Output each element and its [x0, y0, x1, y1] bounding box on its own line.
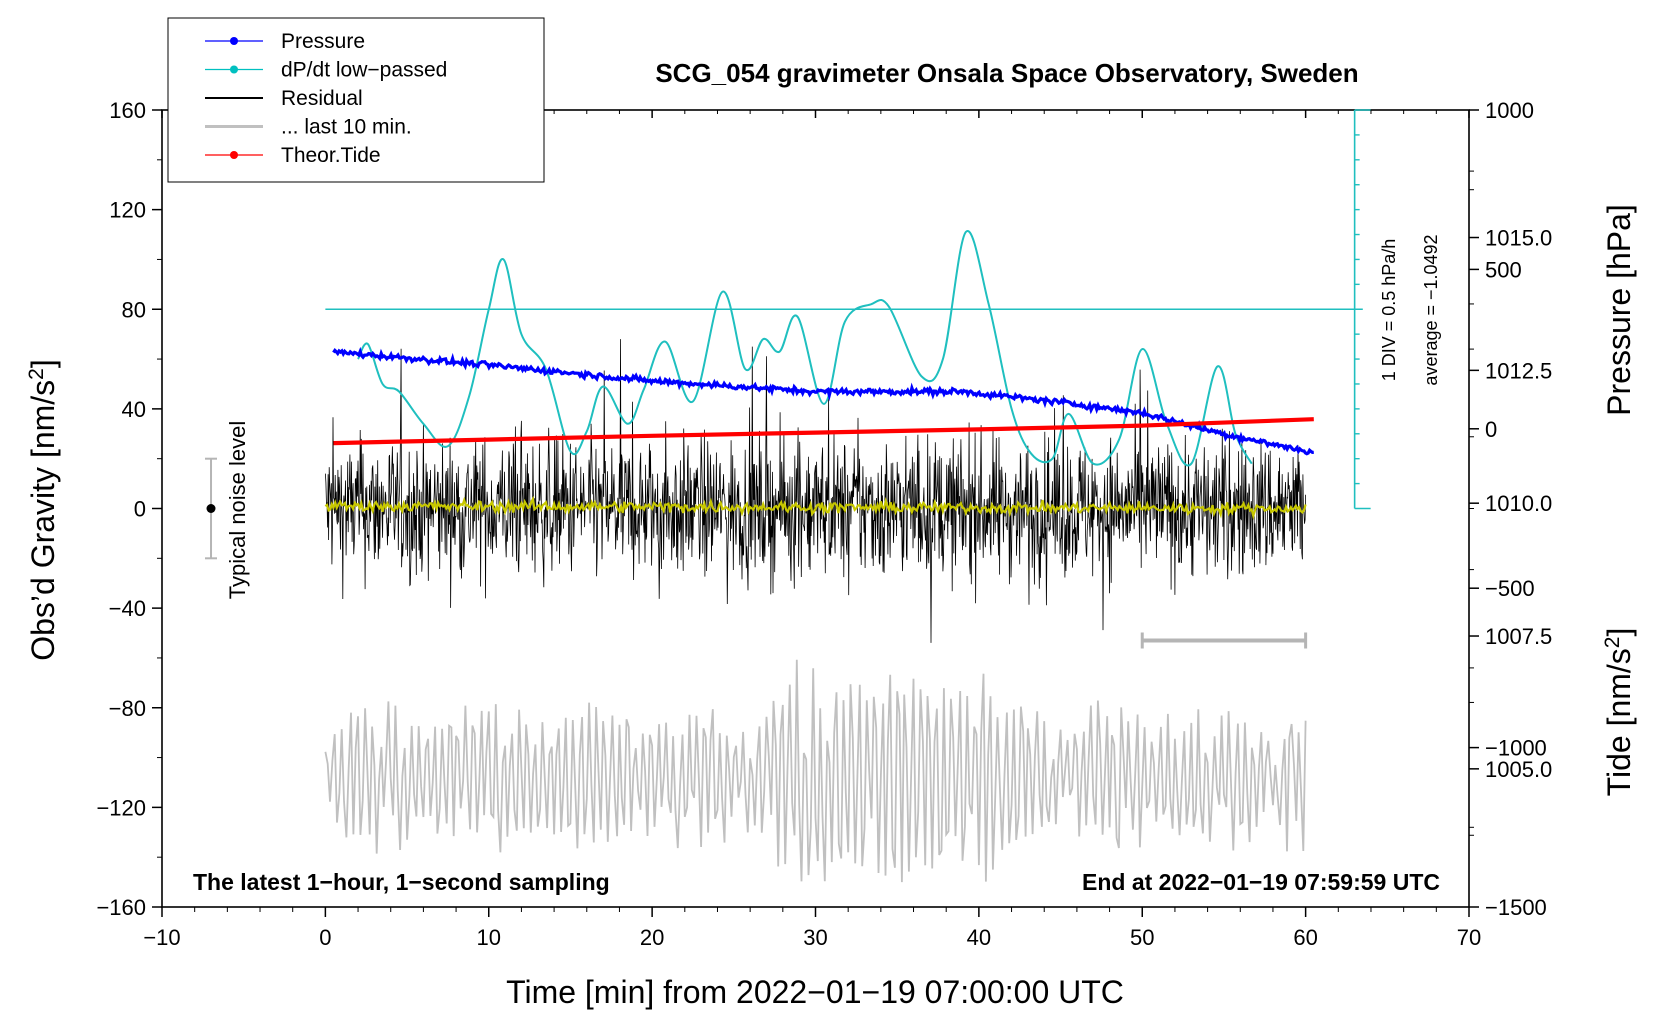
residual-smoothed-series — [324, 495, 1307, 521]
tide-line — [333, 417, 1314, 446]
pressure-tick-label: 1005.0 — [1485, 757, 1552, 782]
legend-swatch-marker — [230, 151, 238, 159]
legend-label: Residual — [281, 87, 363, 110]
x-axis-label: Time [min] from 2022−01−19 07:00:00 UTC — [506, 974, 1124, 1010]
x-tick-label: 40 — [967, 925, 991, 950]
y-tick-label: −80 — [109, 696, 146, 721]
y-tick-label: −160 — [96, 895, 146, 920]
pressure-axis-label: Pressure [hPa] — [1601, 204, 1637, 416]
pressure-tick-label: 1007.5 — [1485, 624, 1552, 649]
y-tick-label: −40 — [109, 596, 146, 621]
x-axis-ticks: −10 0 10 20 30 40 50 60 70 — [143, 110, 1481, 950]
pressure-tick-label: 1010.0 — [1485, 491, 1552, 516]
dpdt-div-label: 1 DIV = 0.5 hPa/h — [1379, 239, 1399, 382]
annotation-right: End at 2022−01−19 07:59:59 UTC — [1082, 869, 1440, 895]
x-tick-label: −10 — [143, 925, 180, 950]
tide-axis-label: Tide [nm/s2] — [1601, 628, 1638, 797]
last-10-min-series — [324, 659, 1307, 883]
x-tick-label: 0 — [319, 925, 331, 950]
y-tick-label: −120 — [96, 795, 146, 820]
residual-series — [325, 339, 1306, 643]
y-axis-label: Obs’d Gravity [nm/s2] — [25, 359, 62, 661]
y-tick-label: 0 — [134, 497, 146, 522]
legend-swatch-marker — [230, 65, 238, 74]
annotation-left: The latest 1−hour, 1−second sampling — [193, 869, 610, 895]
legend-label: Pressure — [281, 30, 365, 53]
residual-line — [325, 339, 1306, 643]
dpdt-avg-label: average = −1.0492 — [1421, 234, 1441, 385]
x-tick-label: 20 — [640, 925, 664, 950]
x-tick-label: 50 — [1130, 925, 1154, 950]
x-tick-label: 10 — [477, 925, 501, 950]
x-tick-label: 30 — [803, 925, 827, 950]
pressure-series — [332, 346, 1314, 456]
tide-tick-label: 0 — [1485, 417, 1497, 442]
legend-label: dP/dt low−passed — [281, 59, 447, 82]
legend-swatch-marker — [230, 37, 238, 45]
tide-tick-label: −1000 — [1485, 736, 1547, 761]
tide-tick-label: 500 — [1485, 257, 1522, 282]
residual-smoothed-line — [324, 495, 1307, 521]
pressure-line — [332, 346, 1314, 456]
last-10-min-line — [324, 659, 1307, 883]
tide-tick-label: −500 — [1485, 576, 1535, 601]
pressure-tick-label: 1012.5 — [1485, 358, 1552, 383]
tide-axis-ticks: 1000 500 0 −500 −1000 −1500 — [1469, 98, 1547, 920]
y-axis-ticks: 160 120 80 40 0 −40 −80 −120 −160 — [96, 98, 162, 920]
y-tick-label: 80 — [122, 297, 146, 322]
tide-tick-label: 1000 — [1485, 98, 1534, 123]
dpdt-line — [357, 230, 1253, 467]
x-tick-label: 70 — [1457, 925, 1481, 950]
scale-bars — [205, 109, 1371, 649]
pressure-axis-ticks: 1015.0 1012.5 1010.0 1007.5 1005.0 — [1469, 170, 1552, 836]
y-tick-label: 120 — [109, 198, 146, 223]
legend: Pressure dP/dt low−passed Residual ... last… — [167, 17, 545, 183]
noise-bar-center-dot — [206, 504, 216, 513]
legend-label: ... last 10 min. — [281, 116, 412, 139]
chart-title: SCG_054 gravimeter Onsala Space Observat… — [655, 58, 1358, 88]
x-tick-label: 60 — [1293, 925, 1317, 950]
y-tick-label: 40 — [122, 397, 146, 422]
tide-tick-label: −1500 — [1485, 895, 1547, 920]
pressure-tick-label: 1015.0 — [1485, 226, 1552, 251]
noise-level-label: Typical noise level — [225, 421, 250, 600]
dpdt-series — [325, 230, 1363, 467]
y-tick-label: 160 — [109, 98, 146, 123]
tide-series — [333, 417, 1314, 446]
legend-label: Theor.Tide — [281, 144, 381, 167]
